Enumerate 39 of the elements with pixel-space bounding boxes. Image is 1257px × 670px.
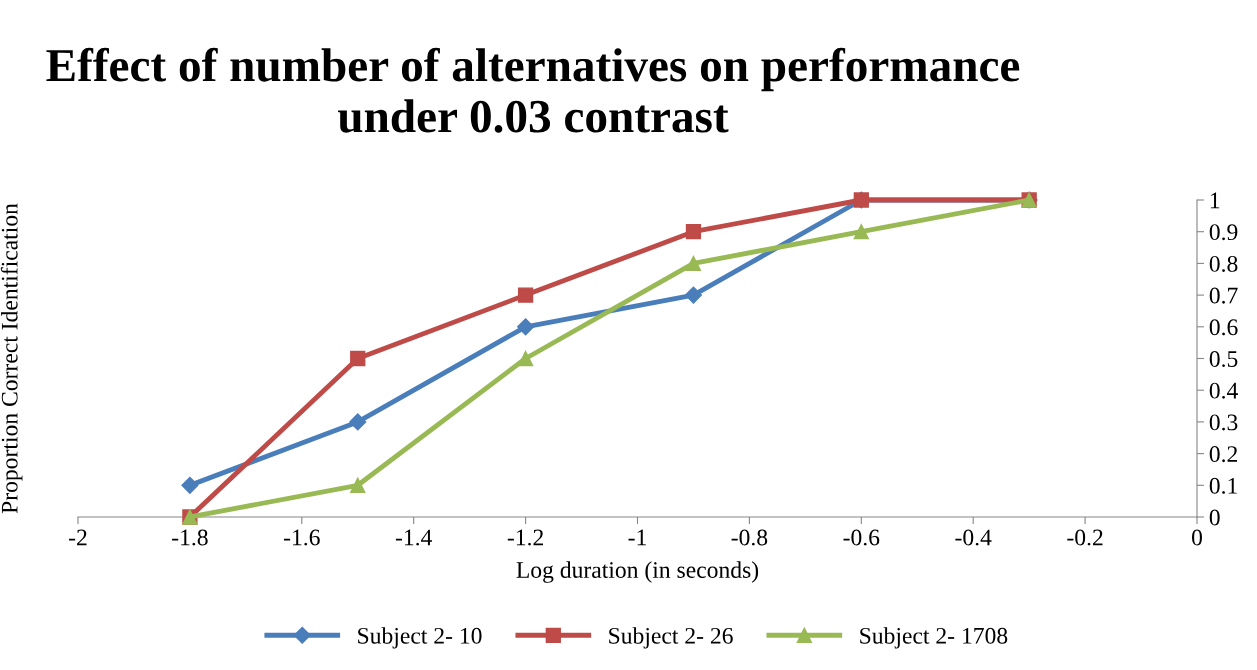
x-tick-label: -0.8 [731, 529, 768, 546]
y-tick-label: 0.1 [1209, 477, 1237, 494]
legend-label: Subject 2- 26 [609, 627, 733, 649]
x-axis-title: Log duration (in seconds) [516, 561, 759, 583]
x-tick-label: -2 [69, 529, 87, 546]
y-axis-title: Proportion Correct Identification [0, 203, 23, 514]
y-tick-label: 0.2 [1209, 446, 1238, 463]
y-tick-label: 0.3 [1209, 414, 1238, 431]
y-tick-label: 0.6 [1209, 319, 1238, 336]
y-tick-label: 0.8 [1209, 255, 1238, 272]
point [350, 477, 366, 493]
point [684, 286, 703, 304]
x-tick-label: -1.4 [395, 529, 433, 546]
y-tick-label: 0.7 [1209, 287, 1238, 304]
y-tick-label: 0 [1209, 509, 1220, 526]
point [517, 350, 534, 367]
point [685, 255, 702, 272]
point [350, 350, 366, 367]
y-tick-label: 0.4 [1209, 382, 1238, 399]
point [517, 318, 535, 336]
x-tick-label: -1.6 [283, 529, 320, 546]
y-tick-label: 1 [1210, 192, 1220, 209]
point [685, 224, 702, 240]
chart-title: Effect of number of alternatives on performance under 0.03 contrast [46, 47, 1020, 133]
x-tick-label: 0 [1192, 529, 1202, 546]
x-tick-label: -1.2 [507, 529, 543, 546]
y-tick-label: 0.9 [1209, 224, 1238, 241]
x-tick-label: -0.4 [955, 529, 992, 546]
y-tick-label: 0.5 [1209, 350, 1238, 368]
x-tick-label: -1.8 [172, 529, 208, 546]
legend-label: Subject 2- 10 [358, 627, 482, 649]
point [181, 476, 199, 494]
legend-label: Subject 2- 1708 [860, 627, 1008, 649]
point [349, 413, 367, 431]
x-tick-label: -0.6 [843, 529, 880, 546]
x-tick-label: -1 [628, 529, 646, 546]
point [853, 224, 869, 240]
point [517, 287, 534, 303]
x-tick-label: -0.2 [1067, 529, 1103, 546]
